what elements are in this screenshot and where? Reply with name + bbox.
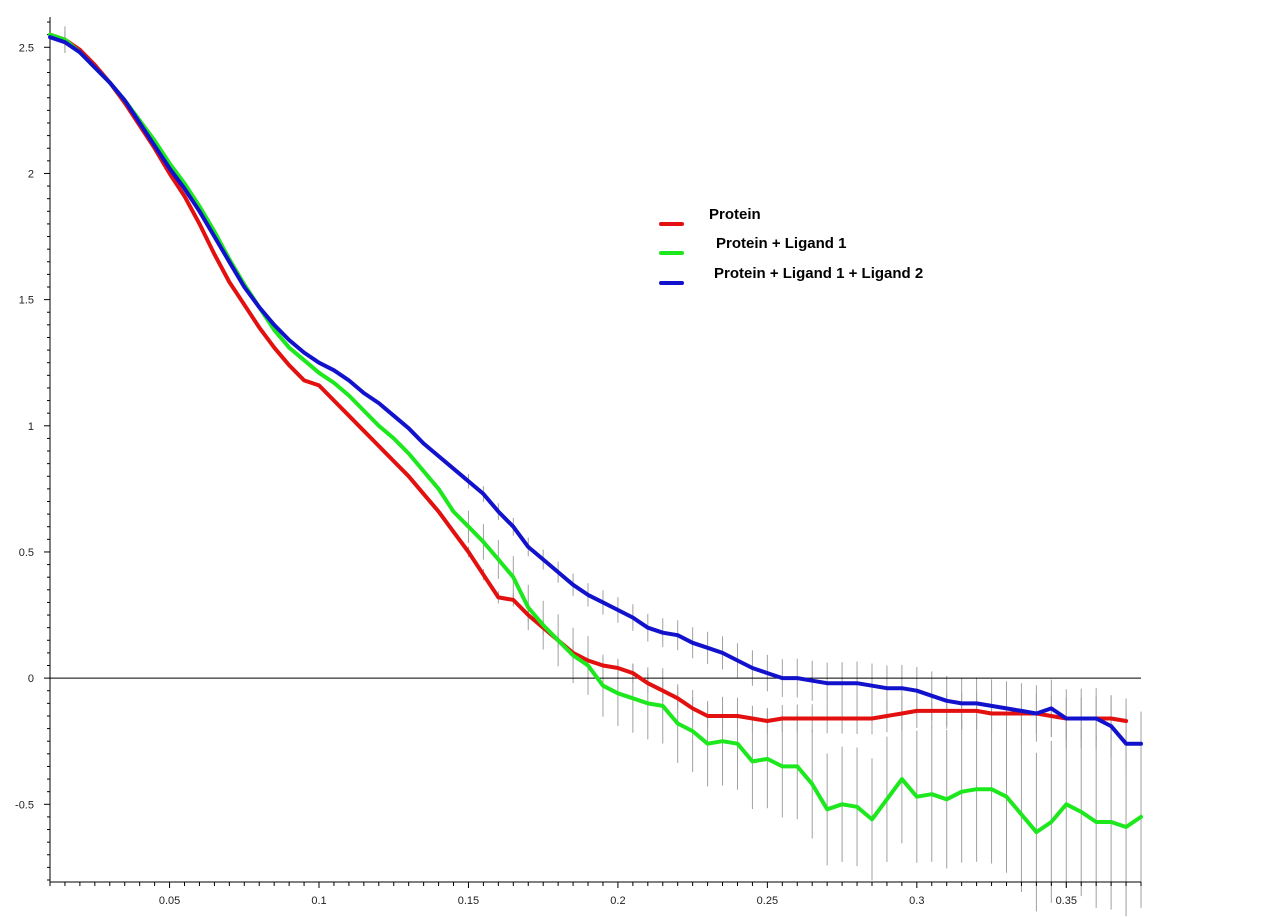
- x-tick-label: 0.35: [1056, 895, 1077, 907]
- x-tick-label: 0.05: [159, 895, 180, 907]
- y-tick-label: -0.5: [15, 799, 34, 811]
- y-tick-label: 1: [28, 421, 34, 433]
- x-tick-label: 0.2: [610, 895, 625, 907]
- legend-label: Protein + Ligand 1: [716, 235, 846, 252]
- legend-label: Protein + Ligand 1 + Ligand 2: [714, 265, 923, 282]
- y-tick-label: 0: [28, 673, 34, 685]
- series-layer: [48, 32, 1143, 835]
- x-tick-label: 0.25: [757, 895, 778, 907]
- x-tick-label: 0.15: [458, 895, 479, 907]
- error-bars-layer: [49, 21, 1142, 917]
- y-tick-label: 2.5: [19, 42, 34, 54]
- series-line-3: [48, 35, 1143, 746]
- legend-label: Protein: [709, 206, 761, 223]
- legend: Protein Protein + Ligand 1 Protein + Ligan…: [659, 206, 923, 285]
- x-ticks-layer: 0.05 0.1 0.15 0.2 0.25 0.3 0.35: [49, 882, 1142, 907]
- y-tick-label: 2: [28, 168, 34, 180]
- y-tick-label: 1.5: [19, 295, 34, 307]
- y-tick-label: 0.5: [19, 547, 34, 559]
- y-ticks-layer: 2.5 2 1.5 1 0.5 0 -0.5: [15, 21, 50, 881]
- series-line-1: [48, 32, 1129, 723]
- x-tick-label: 0.3: [909, 895, 924, 907]
- x-tick-label: 0.1: [311, 895, 326, 907]
